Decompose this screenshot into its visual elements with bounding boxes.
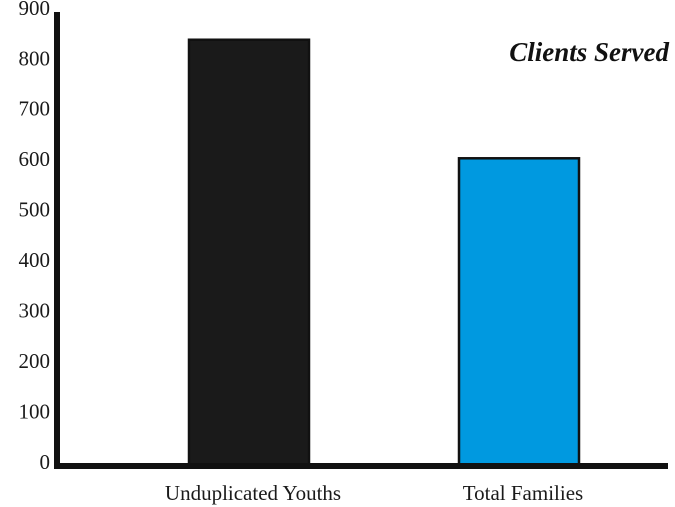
- x-category-label: Total Families: [463, 481, 583, 505]
- y-tick-label: 800: [19, 46, 51, 70]
- y-tick-label: 900: [19, 0, 51, 20]
- y-tick-label: 600: [19, 147, 51, 171]
- y-tick-label: 500: [19, 198, 51, 222]
- bar-total-families: [457, 157, 581, 468]
- x-category-label: Unduplicated Youths: [165, 481, 341, 505]
- y-tick-label: 300: [19, 298, 51, 322]
- y-tick-label: 100: [19, 399, 51, 423]
- y-tick-label: 400: [19, 248, 51, 272]
- bar-unduplicated-youths: [187, 38, 311, 468]
- y-axis-ticks: 0 100 200 300 400 500 600 700 800 900: [19, 0, 51, 474]
- y-tick-label: 700: [19, 97, 51, 121]
- bars: [187, 38, 581, 468]
- y-tick-label: 0: [40, 450, 51, 474]
- x-axis-labels: Unduplicated Youths Total Families: [165, 481, 583, 505]
- y-tick-label: 200: [19, 349, 51, 373]
- chart-title: Clients Served: [509, 37, 669, 67]
